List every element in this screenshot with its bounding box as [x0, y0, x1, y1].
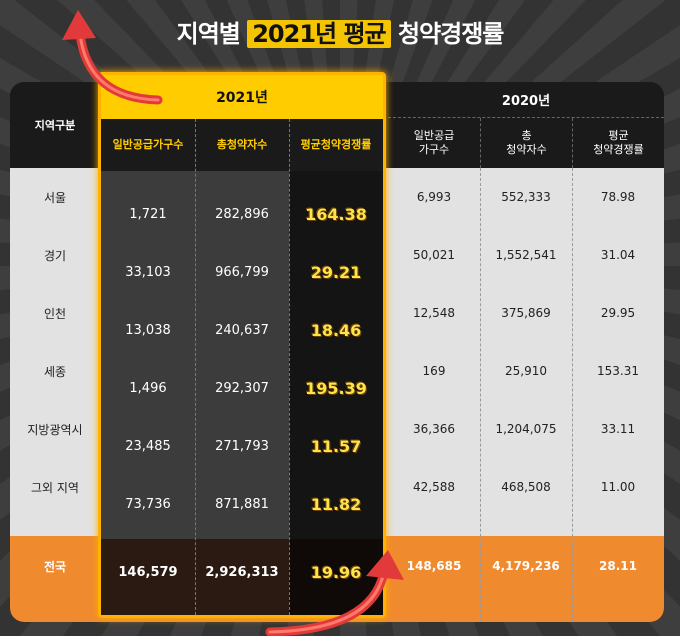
region-cell: 지방광역시 [27, 422, 83, 437]
header-2021-applicants: 총 청약자수 [195, 119, 289, 171]
y21-supply-cell: 73,736 [125, 496, 171, 512]
header-region: 지역구분 [34, 119, 76, 132]
page-title: 지역별 2021년 평균 청약경쟁률 [0, 14, 680, 49]
y20-applicants-cell: 552,333 [501, 190, 551, 204]
y20-supply-cell: 169 [422, 364, 446, 378]
header-label: 평균 [608, 129, 629, 142]
column-divider [572, 168, 573, 622]
y20-applicants-cell: 375,869 [501, 306, 551, 320]
y21-applicants-cell: 240,637 [215, 322, 269, 338]
y21-rate-cell: 11.82 [310, 494, 362, 514]
y21-rate-cell: 164.38 [305, 204, 367, 224]
header-2020-applicants: 총 청약자수 [480, 118, 572, 168]
region-cell: 경기 [43, 248, 67, 263]
header-label: 총 [216, 138, 227, 151]
header-year-2020: 2020년 [388, 82, 664, 118]
title-suffix: 청약경쟁률 [397, 20, 504, 48]
y21-applicants-cell: 271,793 [215, 438, 269, 454]
y21-rate-cell: 29.21 [310, 262, 362, 282]
y20-rate-cell: 28.11 [599, 559, 637, 573]
y21-supply-cell: 23,485 [125, 438, 171, 454]
y20-applicants-cell: 25,910 [505, 364, 547, 378]
arrow-up-right-icon [265, 550, 404, 636]
arrow-up-left-icon [62, 10, 163, 105]
header-2021-supply: 일반공급 가구수 [101, 119, 195, 171]
y20-rate-cell: 78.98 [600, 190, 636, 204]
y21-applicants-cell: 292,307 [215, 380, 269, 396]
highlight-rate-body [289, 171, 383, 539]
header-label: 가구수 [418, 143, 450, 156]
header-label: 청약경쟁률 [320, 138, 372, 151]
y20-supply-cell: 42,588 [413, 480, 455, 494]
title-highlight: 2021년 평균 [247, 20, 391, 48]
header-label: 일반공급 [413, 129, 455, 142]
region-cell: 세종 [43, 364, 67, 379]
header-label: 가구수 [153, 138, 184, 151]
y21-supply-total: 146,579 [118, 564, 178, 580]
y20-applicants-cell: 1,552,541 [495, 248, 557, 262]
title-prefix: 지역별 [176, 20, 241, 48]
header-label: 평균 [300, 138, 321, 151]
y21-applicants-total: 2,926,313 [205, 564, 279, 580]
column-divider [195, 119, 196, 615]
header-label: 청약경쟁률 [593, 143, 644, 156]
header-label: 총 [521, 129, 532, 142]
y21-applicants-cell: 282,896 [215, 206, 269, 222]
y20-rate-cell: 33.11 [600, 422, 636, 436]
y21-rate-cell: 18.46 [310, 320, 362, 340]
header-2021-columns: 일반공급 가구수 총 청약자수 평균 청약경쟁률 [101, 119, 383, 171]
y21-supply-cell: 13,038 [125, 322, 171, 338]
header-2020-supply: 일반공급 가구수 [388, 118, 480, 168]
y21-rate-total: 19.96 [310, 562, 362, 582]
y20-rate-cell: 29.95 [600, 306, 636, 320]
column-divider [480, 168, 481, 622]
y21-supply-cell: 1,721 [129, 206, 167, 222]
y20-supply-cell: 50,021 [413, 248, 455, 262]
region-cell: 인천 [43, 306, 67, 321]
y20-supply-cell: 36,366 [413, 422, 455, 436]
highlight-2021-block: 2021년 일반공급 가구수 총 청약자수 평균 청약경쟁률 1,721 282… [98, 72, 386, 618]
header-2021-rate: 평균 청약경쟁률 [289, 119, 383, 171]
header-2020-rate: 평균 청약경쟁률 [572, 118, 664, 168]
y21-supply-cell: 1,496 [129, 380, 167, 396]
y21-supply-cell: 33,103 [125, 264, 171, 280]
y21-applicants-cell: 871,881 [215, 496, 269, 512]
y20-applicants-cell: 4,179,236 [492, 559, 560, 573]
highlight-total [101, 539, 383, 615]
y20-supply-cell: 12,548 [413, 306, 455, 320]
y21-rate-cell: 195.39 [305, 378, 367, 398]
y20-rate-cell: 11.00 [600, 480, 636, 494]
header-label: 일반공급 [112, 138, 154, 151]
y20-supply-cell: 148,685 [406, 559, 462, 573]
region-cell: 서울 [43, 190, 67, 205]
region-cell: 전국 [43, 559, 67, 574]
y21-rate-cell: 11.57 [310, 436, 362, 456]
y20-supply-cell: 6,993 [416, 190, 452, 204]
y20-applicants-cell: 1,204,075 [495, 422, 557, 436]
y20-rate-cell: 153.31 [597, 364, 639, 378]
y20-rate-cell: 31.04 [600, 248, 636, 262]
y21-applicants-cell: 966,799 [215, 264, 269, 280]
y20-applicants-cell: 468,508 [501, 480, 551, 494]
header-label: 청약자수 [506, 143, 547, 156]
header-label: 청약자수 [226, 138, 268, 151]
region-cell: 그외 지역 [31, 480, 79, 495]
column-divider [289, 119, 290, 615]
